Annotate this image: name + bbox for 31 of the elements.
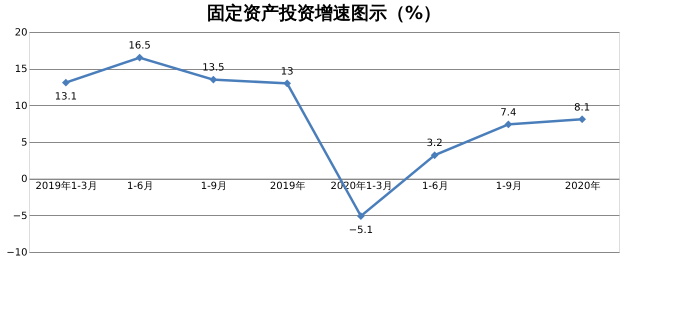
data-label: 16.5 xyxy=(128,40,151,52)
y-tick-label: 15 xyxy=(14,64,28,76)
point xyxy=(62,78,70,86)
x-tick-label: 2019年 xyxy=(270,180,306,192)
x-tick-label: 1-6月 xyxy=(422,181,448,192)
y-tick-label: −10 xyxy=(6,248,28,258)
point xyxy=(210,76,218,84)
data-label: 8.1 xyxy=(574,102,590,114)
data-label: 13 xyxy=(280,66,294,78)
data-label: 13.1 xyxy=(54,92,78,103)
y-tick-label: 0 xyxy=(21,174,28,186)
x-tick-label: 2020年 xyxy=(564,180,600,192)
y-tick-label: −5 xyxy=(12,210,28,222)
x-tick-label: 1-6月 xyxy=(126,181,154,192)
point xyxy=(357,212,365,220)
y-tick-label: 10 xyxy=(14,100,28,112)
data-label: −5.1 xyxy=(348,225,374,236)
x-tick-label: 2019年1-3月 xyxy=(35,180,98,192)
point xyxy=(578,115,586,124)
point xyxy=(283,79,291,88)
y-tick-label: 5 xyxy=(21,138,28,148)
point xyxy=(504,120,512,128)
point xyxy=(430,151,438,160)
x-tick-label: 1-9月 xyxy=(496,181,522,192)
point xyxy=(136,54,144,62)
data-label: 13.5 xyxy=(202,62,225,74)
chart-title: 固定资产投资增速图示（%） xyxy=(206,3,442,24)
x-tick-label: 1-9月 xyxy=(200,181,228,192)
y-tick-label: 20 xyxy=(14,28,28,38)
data-label: 7.4 xyxy=(500,107,516,118)
data-label: 3.2 xyxy=(426,138,443,150)
